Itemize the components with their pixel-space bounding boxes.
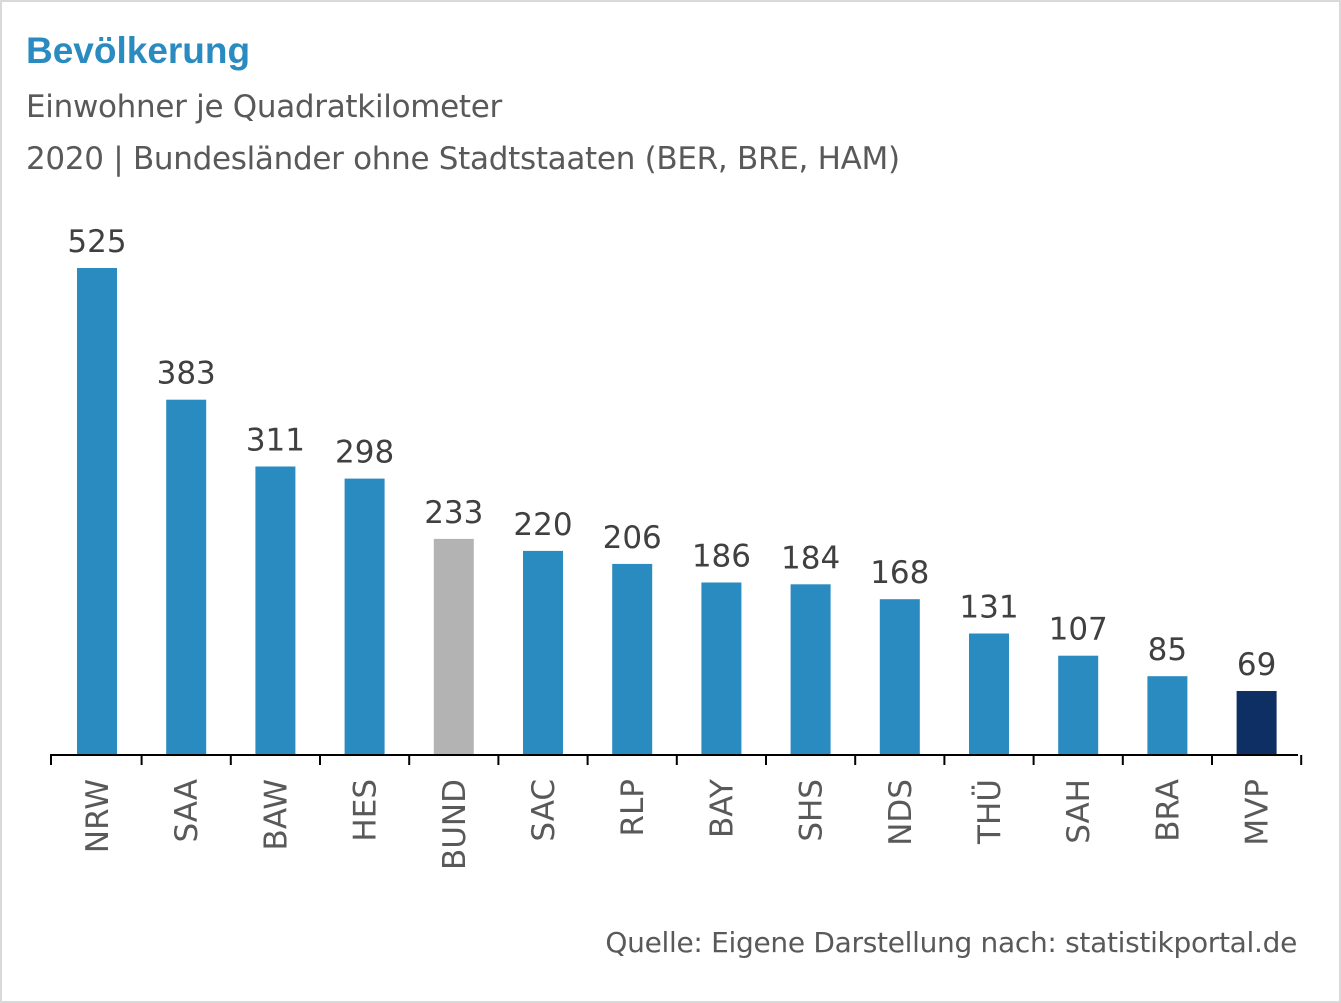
category-label-bund: BUND [437, 779, 473, 870]
value-label-baw: 311 [246, 423, 305, 459]
value-label-shs: 184 [781, 540, 840, 576]
category-label-saa: SAA [169, 779, 205, 843]
value-label-thü: 131 [959, 590, 1018, 626]
value-label-saa: 383 [157, 356, 216, 392]
bar-bra [1147, 676, 1188, 755]
category-label-hes: HES [348, 779, 384, 842]
bar-hes [344, 478, 385, 755]
value-label-rlp: 206 [603, 520, 662, 556]
bar-bund [433, 538, 474, 755]
value-label-bra: 85 [1148, 632, 1187, 668]
category-label-bay: BAY [704, 779, 740, 838]
bar-sac [523, 550, 563, 755]
chart-title: Bevölkerung [26, 30, 251, 71]
bar-baw [255, 466, 296, 755]
value-label-hes: 298 [335, 435, 394, 471]
bar-shs [790, 584, 831, 755]
category-label-shs: SHS [794, 779, 830, 842]
bar-nds [879, 599, 920, 755]
chart-subtitle: Einwohner je Quadratkilometer [26, 89, 502, 125]
value-label-bay: 186 [692, 539, 751, 575]
category-label-mvp: MVP [1240, 779, 1276, 846]
category-label-thü: THÜ [971, 779, 1008, 845]
chart-subtitle-year: 2020 | Bundesländer ohne Stadtstaaten (B… [26, 141, 900, 177]
bar-sah [1058, 655, 1099, 755]
value-label-mvp: 69 [1237, 647, 1276, 683]
category-label-sah: SAH [1061, 779, 1097, 844]
bar-bay [701, 582, 742, 755]
source-note: Quelle: Eigene Darstellung nach: statist… [605, 926, 1297, 959]
value-label-sah: 107 [1049, 612, 1108, 648]
category-label-rlp: RLP [615, 779, 651, 837]
value-label-nds: 168 [870, 555, 929, 591]
bar-nrw [77, 268, 117, 755]
value-label-bund: 233 [424, 495, 483, 531]
category-label-nds: NDS [883, 779, 919, 846]
bar-rlp [612, 563, 653, 755]
value-label-nrw: 525 [67, 224, 126, 260]
bar-thü [969, 633, 1009, 755]
category-label-sac: SAC [526, 779, 562, 842]
value-label-sac: 220 [513, 507, 572, 543]
category-label-baw: BAW [258, 779, 294, 850]
category-label-nrw: NRW [80, 779, 116, 853]
category-label-bra: BRA [1150, 779, 1186, 842]
bar-mvp [1236, 691, 1277, 755]
bar-saa [166, 399, 207, 755]
